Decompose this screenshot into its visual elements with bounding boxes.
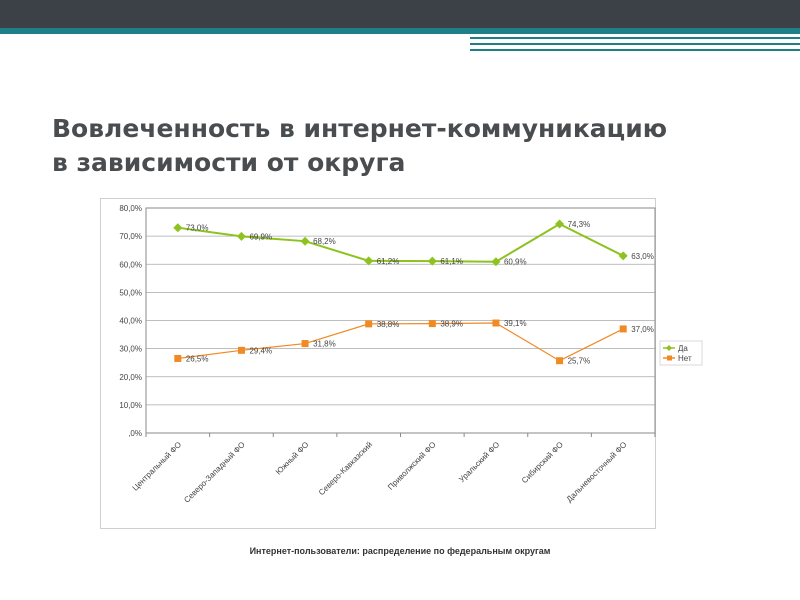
x-tick-label: Южный ФО — [274, 440, 310, 476]
y-tick-label: 30,0% — [119, 345, 142, 354]
data-label: 63,0% — [631, 252, 654, 261]
y-tick-label: 60,0% — [119, 260, 142, 269]
x-tick-label: Дальневосточный ФО — [565, 440, 629, 504]
legend — [659, 340, 703, 366]
legend-label: Да — [678, 344, 688, 353]
x-tick-label: Приволжский ФО — [386, 440, 438, 492]
series-line-net — [177, 322, 624, 362]
x-tick-label: Сибирский ФО — [520, 440, 565, 485]
data-label: 39,1% — [504, 319, 527, 328]
data-point — [236, 231, 246, 241]
y-tick-label: 70,0% — [119, 232, 142, 241]
data-label: 61,1% — [440, 257, 463, 266]
y-tick-label: 80,0% — [119, 204, 142, 213]
data-label: 60,9% — [504, 258, 527, 267]
data-point — [555, 219, 565, 229]
data-point — [365, 320, 373, 328]
data-label: 38,8% — [377, 320, 400, 329]
data-point — [618, 251, 628, 261]
data-label: 38,9% — [440, 320, 463, 329]
y-tick-label: 20,0% — [119, 373, 142, 382]
y-tick-label: ,0% — [128, 429, 142, 438]
data-point — [174, 354, 182, 362]
series-line-da — [177, 222, 624, 263]
slide-title: Вовлеченность в интернет-коммуникацию в … — [52, 112, 752, 180]
data-point — [300, 236, 310, 246]
header-bar — [0, 0, 800, 28]
decorative-line — [470, 49, 800, 51]
decorative-line — [470, 43, 800, 45]
data-point — [556, 357, 564, 365]
header-accent-stripe — [0, 28, 800, 34]
data-label: 74,3% — [568, 220, 591, 229]
data-label: 73,0% — [186, 224, 209, 233]
data-point — [301, 340, 309, 348]
data-point — [619, 325, 627, 333]
data-label: 37,0% — [631, 325, 654, 334]
data-label: 29,4% — [249, 346, 272, 355]
data-label: 26,5% — [186, 354, 209, 363]
line-chart: ,0% 10,0% 20,0% 30,0% 40,0% 50,0% 60,0% 70,0% 80… — [100, 198, 703, 529]
data-label: 68,2% — [313, 237, 336, 246]
data-point — [428, 320, 436, 328]
data-label: 69,9% — [249, 232, 272, 241]
legend-marker — [666, 345, 672, 351]
x-tick-label: Северо-Кавказский — [317, 440, 374, 497]
data-label: 61,2% — [377, 257, 400, 266]
data-point — [492, 319, 500, 327]
y-tick-label: 50,0% — [119, 288, 142, 297]
data-point — [173, 223, 183, 233]
x-tick-label: Уральский ФО — [457, 440, 501, 484]
decorative-line — [470, 37, 800, 39]
legend-marker — [667, 355, 672, 361]
y-tick-label: 40,0% — [119, 317, 142, 326]
slide-title-line-1: Вовлеченность в интернет-коммуникацию — [52, 114, 668, 143]
data-point — [364, 256, 374, 266]
y-tick-label: 10,0% — [119, 401, 142, 410]
slide-title-line-2: в зависимости от округа — [52, 148, 406, 177]
data-label: 31,8% — [313, 340, 336, 349]
x-tick-label: Северо-Западный ФО — [182, 440, 247, 505]
data-point — [427, 256, 437, 266]
chart-caption: Интернет-пользователи: распределение по … — [249, 546, 551, 556]
data-point — [237, 346, 245, 354]
data-label: 25,7% — [568, 357, 591, 366]
data-point — [491, 257, 501, 267]
x-tick-label: Центральный ФО — [131, 440, 184, 493]
legend-label: Нет — [678, 354, 692, 363]
